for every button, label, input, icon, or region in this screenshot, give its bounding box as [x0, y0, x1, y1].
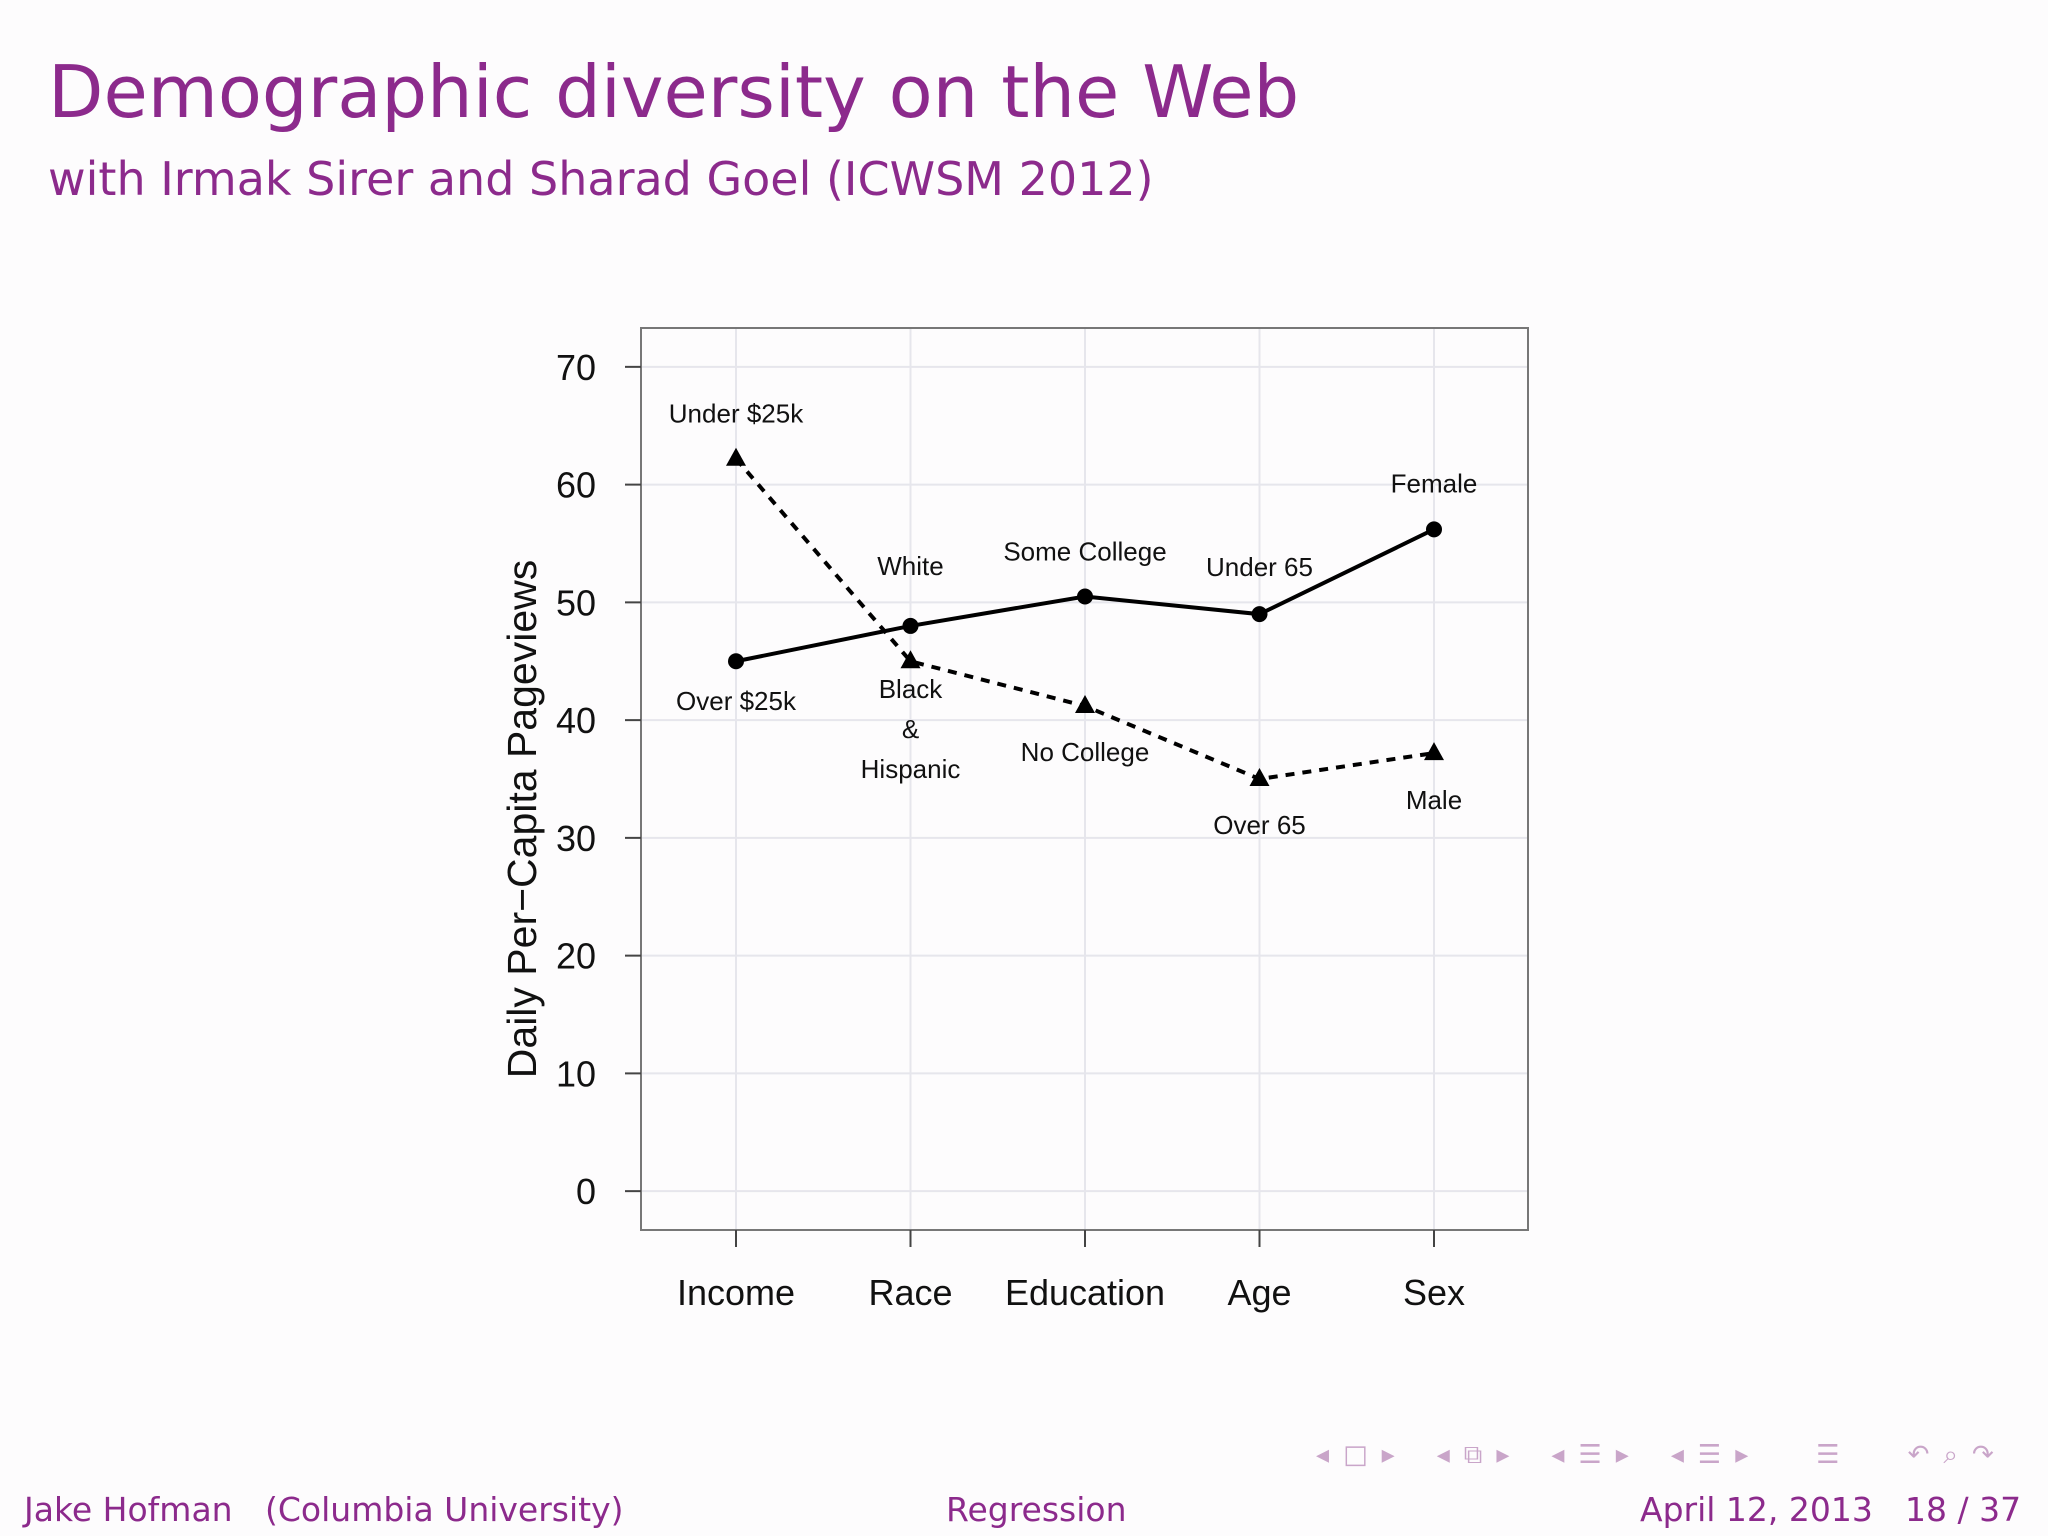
series-markers [726, 447, 1444, 786]
footer-affiliation: (Columbia University) [265, 1490, 624, 1529]
search-icon[interactable]: ⌕ [1943, 1440, 1958, 1470]
footer-date: April 12, 2013 [1640, 1490, 1873, 1529]
point-label: Female [1391, 468, 1478, 498]
point-label: Under 65 [1206, 552, 1313, 582]
triangle-marker [726, 447, 746, 466]
point-label: Under $25k [669, 399, 804, 429]
circle-marker [1251, 606, 1268, 623]
arrow-left-icon[interactable]: ◂ [1316, 1440, 1330, 1470]
x-tick-label: Income [677, 1272, 795, 1313]
frame-icon[interactable]: □ [1343, 1440, 1368, 1470]
arrow-left-icon[interactable]: ◂ [1670, 1440, 1684, 1470]
arrow-left-icon[interactable]: ◂ [1436, 1440, 1450, 1470]
footer-page-number: 18 / 37 [1905, 1490, 2022, 1529]
y-tick-label: 0 [576, 1171, 596, 1212]
footer-author: Jake Hofman [24, 1490, 233, 1529]
triangle-marker [1075, 694, 1095, 713]
slide-title: Demographic diversity on the Web [48, 50, 1300, 134]
arrow-left-icon[interactable]: ◂ [1551, 1440, 1565, 1470]
point-labels: Over $25k White Some College Under 65 Female… [669, 399, 1478, 840]
x-tick-label: Age [1227, 1272, 1291, 1313]
x-tick-label: Sex [1403, 1272, 1465, 1313]
beamer-nav-bar: ◂ □ ▸ ◂ ⧉ ▸ ◂ ☰ ▸ ◂ ☰ ▸ ☰ ↶ ⌕ ↷ [1316, 1440, 1994, 1470]
y-tick-label: 30 [556, 818, 596, 859]
arrow-right-icon[interactable]: ▸ [1615, 1440, 1629, 1470]
point-label: Over 65 [1213, 810, 1306, 840]
triangle-marker [1249, 768, 1270, 786]
y-tick-label: 40 [556, 700, 596, 741]
triangle-marker [1424, 742, 1444, 761]
y-tick-label: 50 [556, 582, 596, 623]
subsection-icon[interactable]: ⧉ [1463, 1440, 1483, 1470]
slide-subtitle: with Irmak Sirer and Sharad Goel (ICWSM … [48, 152, 1154, 206]
arrow-right-icon[interactable]: ▸ [1735, 1440, 1749, 1470]
circle-marker [1077, 588, 1093, 605]
point-label: Some College [1003, 536, 1166, 566]
y-tick-label: 20 [556, 936, 596, 977]
point-label: Over $25k [676, 686, 797, 716]
arrow-right-icon[interactable]: ▸ [1381, 1440, 1395, 1470]
y-tick-label: 10 [556, 1053, 596, 1094]
section-icon[interactable]: ☰ [1578, 1440, 1602, 1470]
point-label: White [877, 551, 943, 581]
triangle-marker [900, 650, 921, 669]
footer-topic: Regression [946, 1490, 1127, 1529]
y-tick-label: 60 [556, 465, 596, 506]
y-tick-label: 70 [556, 347, 596, 388]
circle-marker [728, 653, 744, 670]
point-label: No College [1021, 737, 1150, 767]
point-label: Black & Hispanic [861, 674, 961, 784]
x-tick-label: Race [868, 1272, 952, 1313]
redo-icon[interactable]: ↷ [1971, 1440, 1994, 1470]
circle-marker [902, 617, 919, 634]
grid-lines [641, 328, 1528, 1230]
point-label: Male [1406, 785, 1462, 815]
arrow-right-icon[interactable]: ▸ [1496, 1440, 1510, 1470]
toc-icon[interactable]: ☰ [1816, 1440, 1840, 1470]
axes: 0 10 20 30 40 50 60 70 Income Race Education Age Sex [556, 347, 1465, 1313]
x-tick-label: Education [1005, 1272, 1165, 1313]
undo-icon[interactable]: ↶ [1907, 1440, 1930, 1470]
circle-marker [1426, 521, 1442, 538]
toc-icon[interactable]: ☰ [1697, 1440, 1722, 1470]
slide-footer: Jake Hofman (Columbia University) Regres… [0, 1490, 2048, 1536]
y-axis-title: Daily Per−Capita Pageviews [499, 560, 545, 1078]
